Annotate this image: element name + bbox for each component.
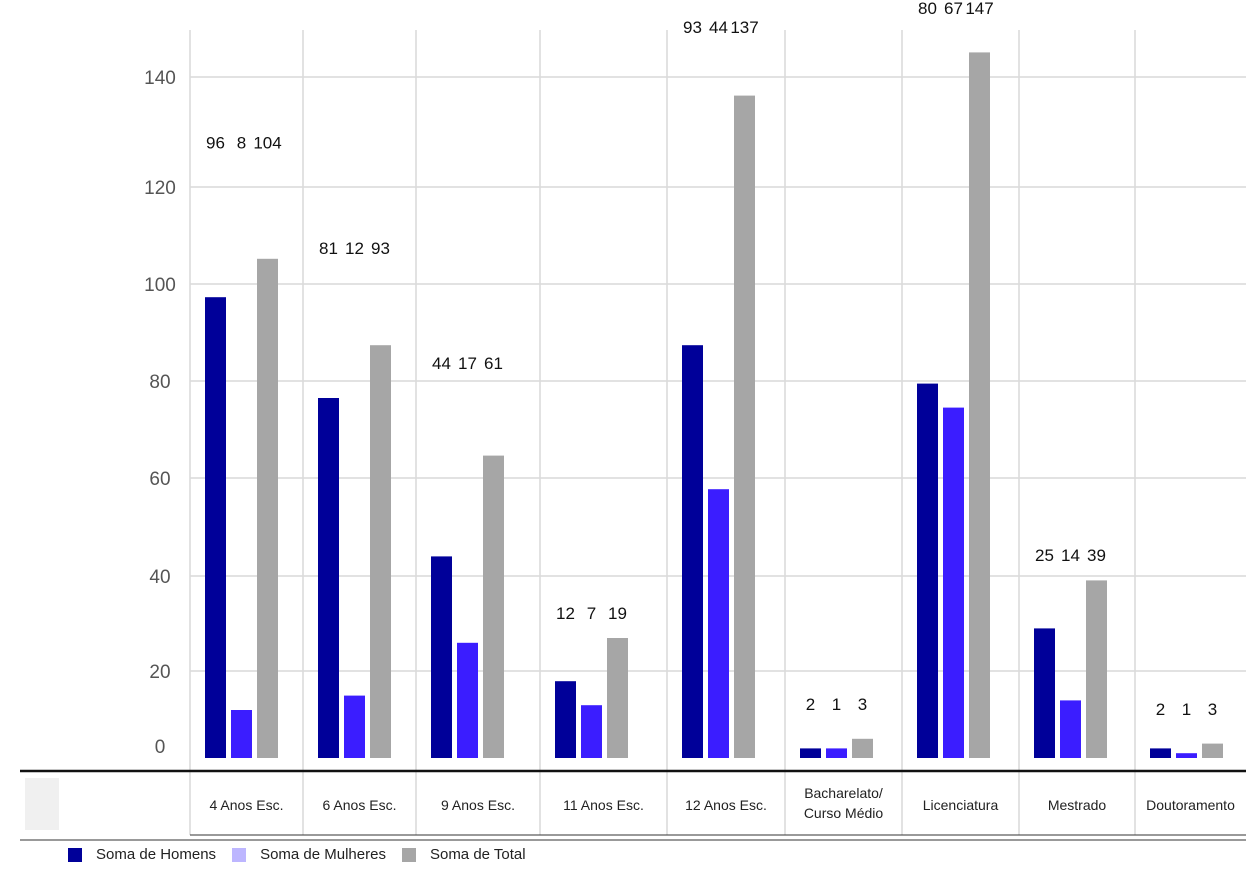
bar-soma-de-mulheres: [457, 642, 478, 758]
data-label: 8: [237, 133, 246, 152]
data-label: 7: [587, 604, 596, 623]
bar-soma-de-homens: [682, 345, 703, 758]
data-label: 1: [1182, 700, 1191, 719]
bar-soma-de-total: [734, 95, 755, 759]
data-label: 1: [832, 695, 841, 714]
category-label: Doutoramento: [1146, 797, 1235, 813]
bar-soma-de-homens: [555, 681, 576, 758]
data-label: 147: [965, 0, 993, 18]
bars: [205, 52, 1223, 759]
data-label: 104: [253, 133, 281, 152]
bar-soma-de-homens: [1034, 628, 1055, 758]
legend-swatch-total: [401, 847, 416, 862]
data-label: 25: [1035, 546, 1054, 565]
y-tick-label: 0: [155, 737, 166, 758]
data-label: 17: [458, 354, 477, 373]
bar-soma-de-total: [1086, 580, 1107, 758]
data-label: 2: [1156, 700, 1165, 719]
bar-soma-de-total: [1202, 743, 1223, 758]
data-label: 67: [944, 0, 963, 18]
bar-soma-de-total: [370, 345, 391, 758]
legend-item-mulheres: Soma de Mulheres: [232, 846, 386, 863]
legend-label-mulheres: Soma de Mulheres: [260, 846, 386, 863]
data-label: 44: [709, 18, 728, 37]
data-label: 81: [319, 239, 338, 258]
legend: Soma de Homens Soma de Mulheres Soma de …: [68, 846, 542, 863]
bar-soma-de-total: [257, 258, 278, 758]
bar-soma-de-mulheres: [1176, 753, 1197, 758]
data-label: 44: [432, 354, 451, 373]
y-axis-ticks: 0 20 40 60 80 100 120 140: [144, 68, 176, 758]
bar-soma-de-mulheres: [708, 489, 729, 758]
bar-soma-de-total: [483, 455, 504, 758]
data-label: 61: [484, 354, 503, 373]
grid-lines: [189, 30, 1246, 835]
bar-soma-de-mulheres: [231, 710, 252, 758]
legend-label-homens: Soma de Homens: [96, 846, 217, 863]
category-label: 6 Anos Esc.: [323, 797, 397, 813]
bar-soma-de-total: [969, 52, 990, 758]
bar-soma-de-mulheres: [943, 407, 964, 758]
data-label: 3: [858, 695, 867, 714]
bar-soma-de-total: [607, 638, 628, 758]
bar-soma-de-homens: [800, 748, 821, 758]
category-label: Bacharelato/: [804, 785, 883, 801]
bar-soma-de-mulheres: [1060, 700, 1081, 758]
data-label: 14: [1061, 546, 1080, 565]
category-label: 12 Anos Esc.: [685, 797, 767, 813]
data-label: 96: [206, 133, 225, 152]
legend-label-total: Soma de Total: [429, 846, 526, 863]
category-label: 9 Anos Esc.: [441, 797, 515, 813]
category-label: Mestrado: [1048, 797, 1107, 813]
data-label: 39: [1087, 546, 1106, 565]
category-label: 4 Anos Esc.: [210, 797, 284, 813]
row-header-placeholder: [25, 778, 59, 830]
bar-soma-de-homens: [431, 556, 452, 758]
y-tick-label: 60: [149, 469, 170, 490]
bar-soma-de-homens: [1150, 748, 1171, 758]
category-label: Licenciatura: [923, 797, 999, 813]
category-label: 11 Anos Esc.: [563, 797, 644, 813]
data-label: 137: [730, 18, 758, 37]
data-label: 80: [918, 0, 937, 18]
y-tick-label: 100: [144, 275, 176, 296]
bar-soma-de-homens: [917, 383, 938, 758]
bar-soma-de-total: [852, 738, 873, 758]
y-tick-label: 80: [149, 372, 170, 393]
y-tick-label: 40: [149, 567, 170, 588]
legend-item-total: Soma de Total: [401, 846, 526, 863]
legend-item-homens: Soma de Homens: [68, 846, 216, 863]
data-label: 12: [556, 604, 575, 623]
data-label: 2: [806, 695, 815, 714]
bar-soma-de-homens: [318, 398, 339, 758]
legend-swatch-mulheres: [232, 847, 247, 862]
data-label: 93: [683, 18, 702, 37]
data-label: 3: [1208, 700, 1217, 719]
data-label: 12: [345, 239, 364, 258]
category-label: Curso Médio: [804, 805, 884, 821]
data-label: 93: [371, 239, 390, 258]
y-tick-label: 140: [144, 68, 176, 89]
bar-soma-de-mulheres: [581, 705, 602, 758]
y-tick-label: 20: [149, 662, 170, 683]
bar-soma-de-homens: [205, 297, 226, 758]
data-label: 19: [608, 604, 627, 623]
y-tick-label: 120: [144, 178, 176, 199]
legend-swatch-homens: [68, 847, 82, 862]
x-axis-categories: 4 Anos Esc. 6 Anos Esc. 9 Anos Esc. 11 Anos…: [210, 785, 1236, 821]
bar-soma-de-mulheres: [826, 748, 847, 758]
bar-soma-de-mulheres: [344, 695, 365, 758]
